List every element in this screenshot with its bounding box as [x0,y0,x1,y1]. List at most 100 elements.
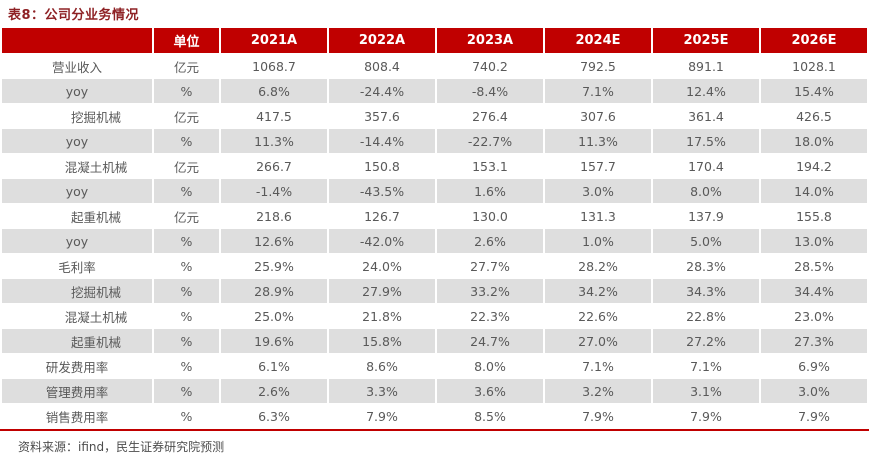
value-cell: 137.9 [688,208,724,224]
source-note: 资料来源：ifind，民生证券研究院预测 [18,440,225,454]
row-label: 营业收入 [51,59,102,75]
unit-cell: % [154,329,219,353]
row-label: yoy [2,129,152,153]
row-label: 管理费用率 [2,379,152,403]
table-row: 营业收入 亿元 1068.7 808.4 740.2 792.5 891.1 1028.1 [2,54,867,78]
value-cell: 25.0% [254,308,294,324]
value-cell: 13.0% [761,229,867,253]
unit-cell: % [180,308,193,324]
value-cell: 6.3% [258,408,290,424]
unit-cell: % [180,358,193,374]
value-cell: 5.0% [653,229,759,253]
value-cell: 131.3 [580,208,616,224]
value-cell: 24.7% [437,329,543,353]
row-label: yoy [2,79,152,103]
value-cell: 8.5% [474,408,506,424]
value-cell: 34.4% [761,279,867,303]
value-cell: 27.0% [545,329,651,353]
value-cell: 22.3% [470,308,510,324]
table-row: 混凝土机械 亿元 266.7 150.8 153.1 157.7 170.4 194.2 [2,154,867,178]
unit-cell: % [180,408,193,424]
value-cell: 194.2 [796,158,832,174]
value-cell: 153.1 [472,158,508,174]
value-cell: 28.9% [221,279,327,303]
table-row: 管理费用率% 2.6% 3.3% 3.6% 3.2% 3.1% 3.0% [2,379,867,403]
year-column-header: 2022A [329,28,435,53]
value-cell: 6.1% [258,358,290,374]
row-label: yoy [2,179,152,203]
value-cell: 276.4 [472,108,508,124]
value-cell: 12.6% [221,229,327,253]
value-cell: 6.9% [798,358,830,374]
unit-cell: % [180,258,193,274]
year-column-header: 2024E [545,28,651,53]
value-cell: 22.8% [686,308,726,324]
unit-cell: 亿元 [173,109,199,125]
year-column-header: 2023A [437,28,543,53]
year-column-header: 单位 [154,28,219,53]
table-row: 挖掘机械 亿元 417.5 357.6 276.4 307.6 361.4 426.5 [2,104,867,128]
value-cell: 266.7 [256,158,292,174]
year-column-header: 2025E [653,28,759,53]
value-cell: 3.0% [545,179,651,203]
unit-cell: 亿元 [173,209,199,225]
table-header-row: 单位 2021A 2022A 2023A 2024E 2025E 2026E [2,28,867,53]
unit-cell: 亿元 [173,159,199,175]
value-cell: 28.5% [794,258,834,274]
table-row: yoy% -1.4% -43.5% 1.6% 3.0% 8.0% 14.0% [2,179,867,203]
value-cell: 18.0% [761,129,867,153]
unit-cell: % [154,229,219,253]
value-cell: -24.4% [329,79,435,103]
value-cell: 11.3% [221,129,327,153]
value-cell: 7.9% [690,408,722,424]
value-cell: 15.4% [761,79,867,103]
value-cell: 28.3% [686,258,726,274]
row-label: 研发费用率 [45,359,109,375]
value-cell: 27.3% [761,329,867,353]
value-cell: 34.3% [653,279,759,303]
business-breakdown-table: 单位 2021A 2022A 2023A 2024E 2025E 2026E 营业收入 亿元 1… [0,27,869,431]
value-cell: 12.4% [653,79,759,103]
value-cell: 2.6% [221,379,327,403]
value-cell: 14.0% [761,179,867,203]
value-cell: 28.2% [578,258,618,274]
value-cell: 307.6 [580,108,616,124]
value-cell: 126.7 [364,208,400,224]
table-row: 毛利率% 25.9% 24.0% 27.7% 28.2% 28.3% 28.5% [2,254,867,278]
value-cell: 1.6% [437,179,543,203]
table-row: 起重机械 亿元 218.6 126.7 130.0 131.3 137.9 155.8 [2,204,867,228]
value-cell: 33.2% [437,279,543,303]
value-cell: 15.8% [329,329,435,353]
value-cell: -8.4% [437,79,543,103]
value-cell: 155.8 [796,208,832,224]
row-label: 混凝土机械 [64,159,128,175]
row-label: 起重机械 [70,209,121,225]
row-label: 起重机械 [2,329,152,353]
value-cell: 157.7 [580,158,616,174]
row-label: 挖掘机械 [70,109,121,125]
table-title: 表8：公司分业务情况 [8,8,140,23]
value-cell: 740.2 [472,58,508,74]
value-cell: 7.1% [582,358,614,374]
value-cell: -42.0% [329,229,435,253]
value-cell: 357.6 [364,108,400,124]
table-row: 挖掘机械% 28.9% 27.9% 33.2% 34.2% 34.3% 34.4% [2,279,867,303]
unit-cell: 亿元 [173,59,199,75]
value-cell: 130.0 [472,208,508,224]
value-cell: 218.6 [256,208,292,224]
value-cell: 426.5 [796,108,832,124]
table-row: 研发费用率% 6.1% 8.6% 8.0% 7.1% 7.1% 6.9% [2,354,867,378]
table-row: yoy% 11.3% -14.4% -22.7% 11.3% 17.5% 18.0% [2,129,867,153]
row-label: yoy [2,229,152,253]
table-row: 起重机械% 19.6% 15.8% 24.7% 27.0% 27.2% 27.3% [2,329,867,353]
value-cell: 1.0% [545,229,651,253]
value-cell: 8.0% [653,179,759,203]
value-cell: 6.8% [221,79,327,103]
unit-cell: % [154,79,219,103]
value-cell: 1028.1 [792,58,836,74]
unit-cell: % [154,379,219,403]
value-cell: 150.8 [364,158,400,174]
value-cell: 361.4 [688,108,724,124]
value-cell: 2.6% [437,229,543,253]
